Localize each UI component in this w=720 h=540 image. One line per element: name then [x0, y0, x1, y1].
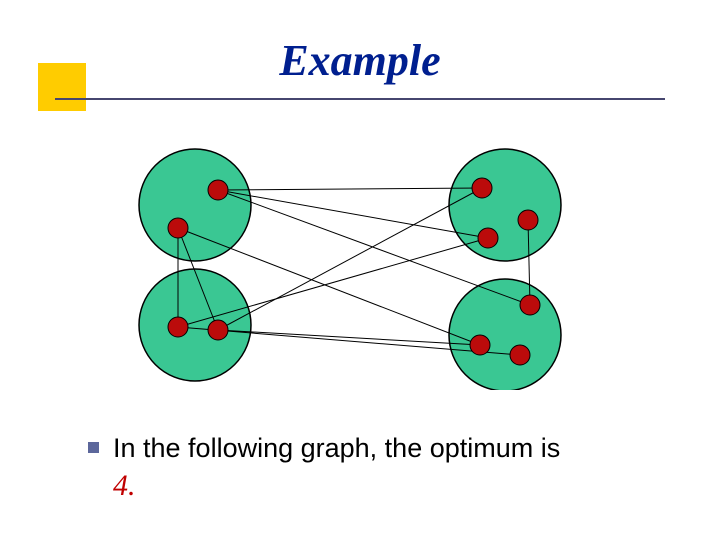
title-rule [55, 98, 665, 100]
graph-diagram [100, 140, 620, 390]
answer-text: 4. [113, 466, 690, 507]
bullet-text: In the following graph, the optimum is [113, 433, 560, 463]
bullet-line: In the following graph, the optimum is 4… [88, 430, 690, 507]
bullet-icon [88, 442, 99, 453]
slide-title: Example [0, 35, 720, 86]
